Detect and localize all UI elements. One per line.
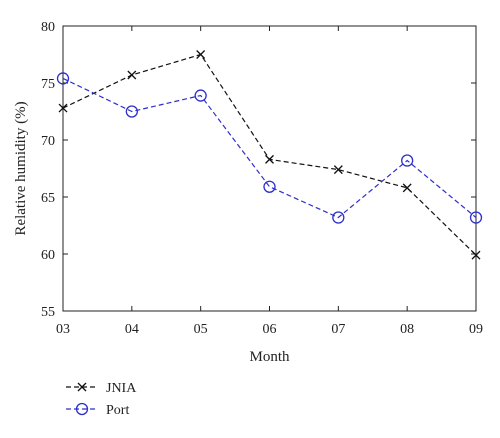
marker-stroke	[265, 154, 274, 164]
data-point-port	[332, 211, 345, 224]
legend-label: JNIA	[106, 381, 137, 396]
y-axis-title: Relative humidity (%)	[13, 101, 29, 235]
x-tick-label: 06	[263, 322, 277, 337]
legend-item-jnia: JNIA	[66, 381, 137, 396]
x-tick-label: 07	[331, 322, 345, 337]
marker-stroke	[196, 50, 206, 59]
legend: JNIA Port	[66, 381, 137, 418]
y-axis: 55 60 65 70 75 80	[41, 20, 476, 320]
data-point-port	[125, 105, 138, 118]
x-axis-title: Month	[249, 349, 290, 365]
x-axis: 03 04 05 06 07 08 09	[56, 26, 483, 337]
data-point-jnia	[127, 70, 137, 80]
data-point-port	[401, 154, 414, 167]
marker-stroke	[402, 183, 412, 193]
y-tick-label: 70	[41, 134, 55, 149]
series-port	[56, 72, 483, 224]
data-point-jnia	[402, 183, 412, 193]
marker-stroke	[471, 250, 481, 260]
x-tick-label: 05	[194, 322, 208, 337]
data-point-port	[263, 180, 276, 193]
x-tick-label: 09	[469, 322, 483, 337]
x-tick-label: 04	[125, 322, 139, 337]
y-tick-label: 60	[41, 248, 55, 263]
data-point-port	[194, 89, 207, 102]
y-tick-label: 55	[41, 305, 55, 320]
data-point-port	[469, 211, 483, 224]
data-point-jnia	[265, 154, 274, 164]
marker-stroke	[77, 382, 87, 392]
data-point-jnia	[196, 50, 206, 59]
legend-marker	[75, 402, 89, 416]
series-jnia	[58, 50, 481, 260]
data-point-jnia	[471, 250, 481, 260]
y-tick-label: 75	[41, 77, 55, 92]
legend-label: Port	[106, 403, 129, 418]
data-point-port	[56, 72, 70, 85]
marker-stroke	[127, 70, 137, 80]
y-tick-label: 65	[41, 191, 55, 206]
marker-stroke	[58, 103, 68, 113]
series-layer	[56, 50, 483, 260]
marker-stroke	[333, 165, 343, 175]
data-point-jnia	[333, 165, 343, 175]
y-tick-label: 80	[41, 20, 55, 35]
plot-frame	[62, 25, 477, 312]
series-line-port	[62, 77, 477, 219]
x-tick-label: 03	[56, 322, 70, 337]
series-line-jnia	[62, 53, 477, 256]
legend-marker	[77, 382, 87, 392]
legend-item-port: Port	[66, 402, 129, 418]
x-tick-label: 08	[400, 322, 414, 337]
data-point-jnia	[58, 103, 68, 113]
